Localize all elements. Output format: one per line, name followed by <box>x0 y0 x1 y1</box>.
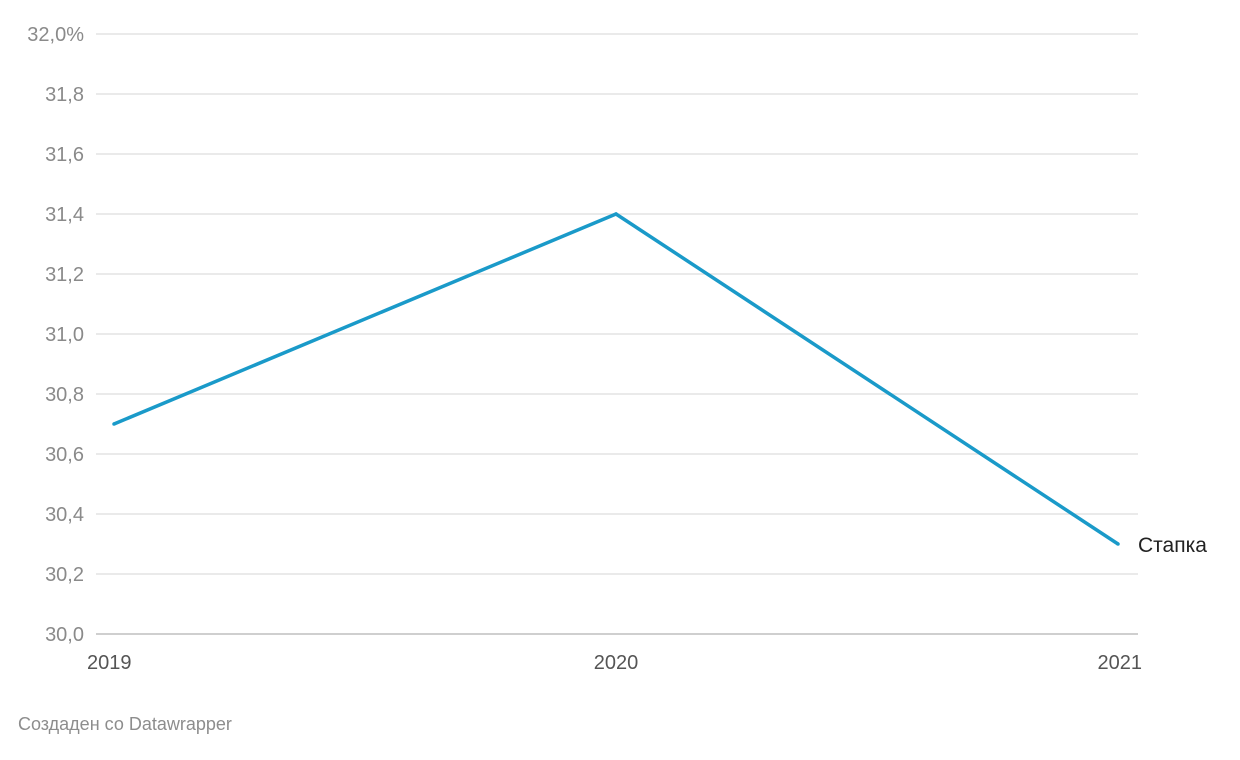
y-axis-tick-labels: 30,0 30,2 30,4 30,6 30,8 31,0 31,2 31,4 31,6 31,8… <box>27 24 84 646</box>
y-tick-label: 31,4 <box>45 204 84 226</box>
series-lines <box>112 212 1120 546</box>
y-tick-label: 31,8 <box>45 84 84 106</box>
y-tick-label: 30,4 <box>45 504 84 526</box>
y-tick-label: 31,0 <box>45 324 84 346</box>
line-chart: 30,0 30,2 30,4 30,6 30,8 31,0 31,2 31,4 31,6 31,8… <box>27 24 1207 674</box>
grid-lines <box>96 33 1138 635</box>
data-point <box>614 212 618 216</box>
chart-credit: Создаден со Datawrapper <box>18 714 232 734</box>
y-tick-label: 31,6 <box>45 144 84 166</box>
y-tick-label: 32,0% <box>27 24 84 46</box>
y-tick-label: 30,2 <box>45 564 84 586</box>
series-end-label: Стапка <box>1138 534 1207 557</box>
y-tick-label: 30,0 <box>45 624 84 646</box>
x-axis-tick-labels: 2019 2020 2021 <box>87 652 1142 674</box>
y-tick-label: 30,8 <box>45 384 84 406</box>
data-point <box>1116 542 1120 546</box>
series-labels: Стапка <box>1138 534 1207 557</box>
x-tick-label: 2021 <box>1098 652 1143 674</box>
x-tick-label: 2020 <box>594 652 639 674</box>
data-point <box>112 422 116 426</box>
y-tick-label: 30,6 <box>45 444 84 466</box>
y-tick-label: 31,2 <box>45 264 84 286</box>
x-tick-label: 2019 <box>87 652 132 674</box>
series-line <box>113 212 1119 546</box>
